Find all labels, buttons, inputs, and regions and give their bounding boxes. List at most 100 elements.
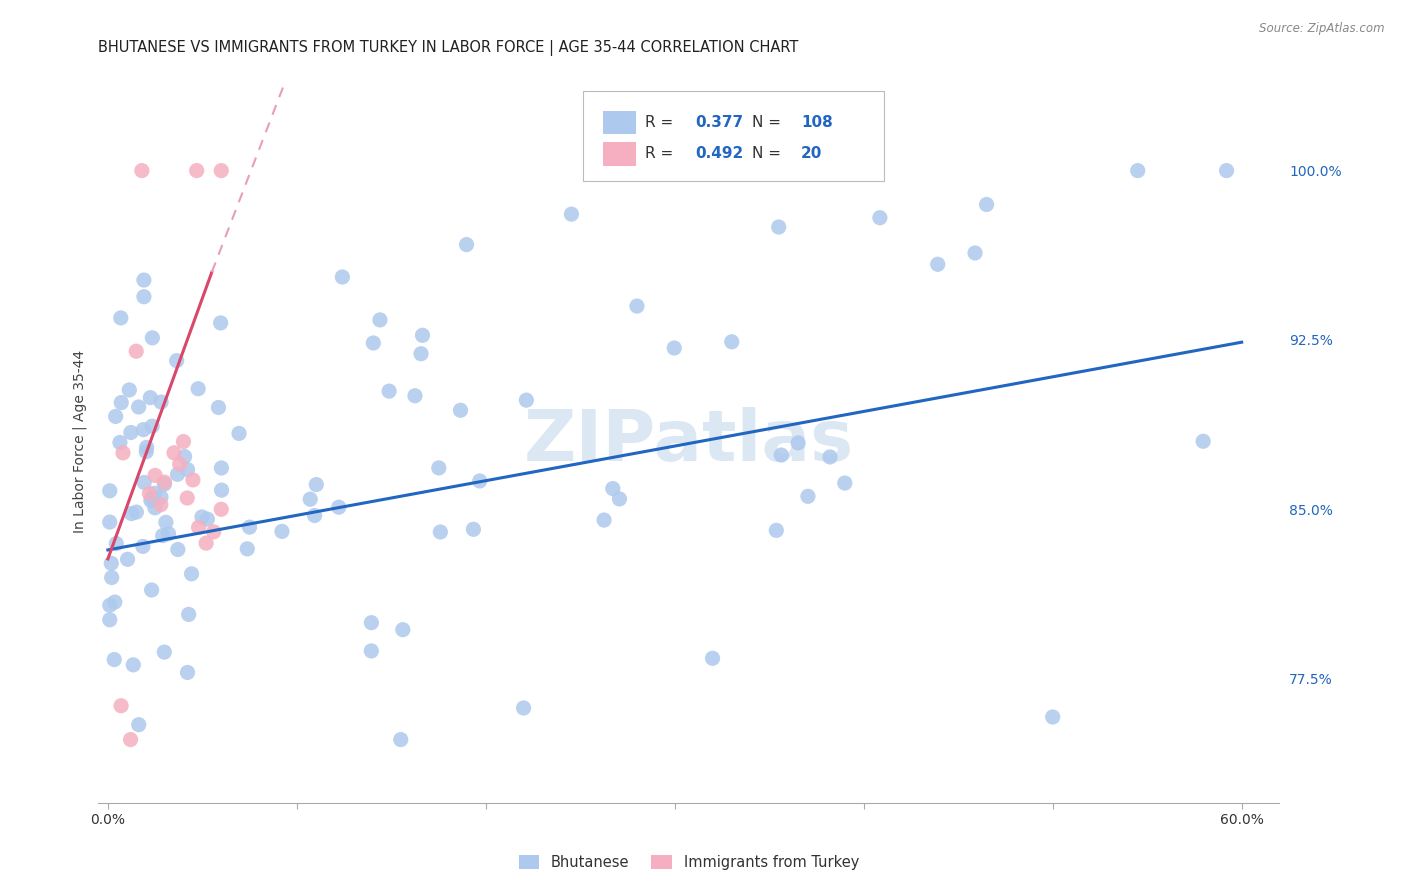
Point <box>427 461 450 475</box>
Point <box>1192 434 1215 449</box>
Point <box>157 526 180 541</box>
Point <box>368 313 391 327</box>
Point <box>149 498 172 512</box>
Point <box>118 383 141 397</box>
Point <box>153 475 176 490</box>
Y-axis label: In Labor Force | Age 35-44: In Labor Force | Age 35-44 <box>73 350 87 533</box>
Point <box>143 500 166 515</box>
Point <box>169 457 191 471</box>
Point <box>120 425 142 440</box>
Point <box>869 211 891 225</box>
Point <box>271 524 294 539</box>
Point <box>363 335 385 350</box>
Point <box>378 384 401 398</box>
Point <box>299 492 322 507</box>
Text: Source: ZipAtlas.com: Source: ZipAtlas.com <box>1260 22 1385 36</box>
Point <box>166 542 188 557</box>
Point <box>139 391 162 405</box>
Point <box>834 476 856 491</box>
Point <box>191 510 214 524</box>
Point <box>768 220 790 235</box>
Text: R =: R = <box>645 146 678 161</box>
Point <box>111 446 134 460</box>
Legend: Bhutanese, Immigrants from Turkey: Bhutanese, Immigrants from Turkey <box>513 849 865 876</box>
Point <box>120 507 142 521</box>
Point <box>770 448 793 462</box>
Point <box>132 423 155 437</box>
Point <box>209 461 232 475</box>
Point <box>134 475 156 490</box>
Point <box>177 607 200 622</box>
Point <box>150 395 173 409</box>
Point <box>304 508 326 523</box>
FancyBboxPatch shape <box>582 91 884 181</box>
Point <box>166 353 188 368</box>
Point <box>360 644 382 658</box>
Point <box>125 344 148 359</box>
Point <box>1042 710 1064 724</box>
Point <box>98 613 121 627</box>
Point <box>765 524 787 538</box>
Point <box>166 467 188 482</box>
Point <box>176 491 198 505</box>
Point <box>186 163 208 178</box>
Point <box>664 341 686 355</box>
Point <box>117 552 139 566</box>
Text: R =: R = <box>645 115 678 129</box>
Point <box>515 393 537 408</box>
FancyBboxPatch shape <box>603 143 636 166</box>
FancyBboxPatch shape <box>603 111 636 134</box>
Text: 0.492: 0.492 <box>695 146 744 161</box>
Point <box>139 493 162 508</box>
Point <box>305 477 328 491</box>
Point <box>104 409 127 424</box>
Point <box>138 486 160 500</box>
Point <box>98 515 121 529</box>
Point <box>392 623 415 637</box>
Text: N =: N = <box>752 146 786 161</box>
Point <box>702 651 724 665</box>
Point <box>238 520 260 534</box>
Point <box>1215 163 1237 178</box>
Point <box>211 483 233 497</box>
Point <box>108 435 131 450</box>
Point <box>450 403 472 417</box>
Point <box>187 382 209 396</box>
Point <box>125 505 148 519</box>
Point <box>209 502 232 516</box>
Point <box>209 316 232 330</box>
Point <box>976 197 998 211</box>
Point <box>593 513 616 527</box>
Point <box>797 489 820 503</box>
Point <box>927 257 949 271</box>
Point <box>141 582 163 597</box>
Point <box>153 477 176 491</box>
Point <box>180 566 202 581</box>
Point <box>103 652 125 666</box>
Point <box>141 331 163 345</box>
Point <box>132 290 155 304</box>
Point <box>141 491 163 506</box>
Point <box>105 536 128 550</box>
Point <box>197 512 219 526</box>
Point <box>110 310 132 325</box>
Point <box>202 524 225 539</box>
Point <box>131 163 153 178</box>
Point <box>181 473 204 487</box>
Point <box>110 395 132 409</box>
Point <box>236 541 259 556</box>
Point <box>787 435 810 450</box>
Point <box>135 441 157 455</box>
Point <box>110 698 132 713</box>
Point <box>389 732 412 747</box>
Point <box>143 486 166 500</box>
Point <box>173 450 195 464</box>
Text: ZIPatlas: ZIPatlas <box>524 407 853 476</box>
Point <box>228 426 250 441</box>
Point <box>602 482 624 496</box>
Point <box>132 273 155 287</box>
Point <box>98 483 121 498</box>
Point <box>141 419 163 434</box>
Point <box>100 570 122 584</box>
Point <box>818 450 841 464</box>
